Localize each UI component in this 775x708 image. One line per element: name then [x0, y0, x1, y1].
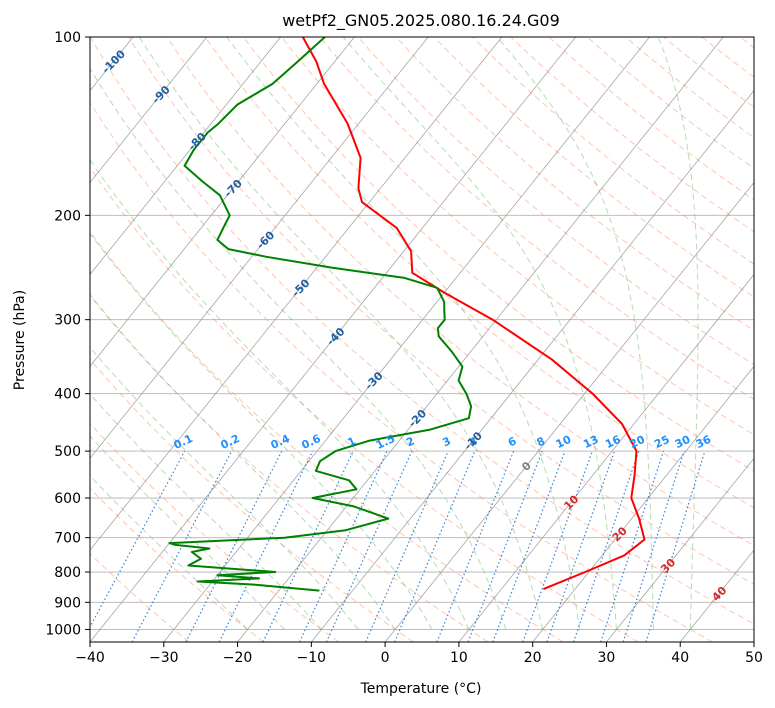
- moist-adiabat-line: [90, 67, 507, 630]
- series-layer: [168, 37, 646, 592]
- isotherm-line: [458, 273, 754, 642]
- isotherm-line: [90, 37, 503, 551]
- mixing-ratio-label: 13: [581, 433, 600, 451]
- mixing-ratio-line: [572, 450, 640, 642]
- x-tick-label: 40: [671, 650, 689, 666]
- isotherm-line: [90, 37, 208, 184]
- y-tick-label: 800: [54, 565, 81, 581]
- dry-adiabat-line: [90, 230, 564, 642]
- mixing-ratio-line: [299, 450, 388, 642]
- x-tick-label: 0: [381, 650, 390, 666]
- dry-adiabat-line: [204, 37, 754, 509]
- mixing-ratio-line: [365, 450, 449, 642]
- dry-adiabat-line: [90, 553, 190, 642]
- isotherm-line: [163, 37, 650, 642]
- isotherm-line: [90, 37, 577, 642]
- moist-adiabat-line: [90, 346, 359, 630]
- y-tick-label: 100: [54, 30, 81, 46]
- isotherm-line: [606, 457, 754, 642]
- moist-adiabat-line: [226, 37, 581, 630]
- isotherm-line: [90, 37, 355, 367]
- isotherm-line: [90, 37, 429, 459]
- dewpoint-profile-line: [168, 37, 473, 592]
- plot-frame: [89, 36, 755, 643]
- mixing-ratio-label: 30: [673, 433, 693, 451]
- dry-adiabat-line: [90, 294, 489, 642]
- tick-layer: −40 −30 −20 −10 0 10 20 30 40 50 100 200 300 400 500 60…: [45, 30, 763, 666]
- y-axis-label: Pressure (hPa): [12, 290, 28, 390]
- isotherm-line: [237, 37, 724, 642]
- isotherm-line: [384, 181, 754, 642]
- x-tick-label: 20: [524, 650, 542, 666]
- dry-adiabat-line: [90, 422, 339, 642]
- dry-adiabat-line: [357, 37, 754, 366]
- moist-adiabat-line: [496, 37, 654, 630]
- y-tick-label: 700: [54, 531, 81, 547]
- y-tick-label: 600: [54, 491, 81, 507]
- moist-adiabat-line: [90, 293, 396, 630]
- x-tick-label: 50: [745, 650, 763, 666]
- isotherm-line: [311, 90, 754, 642]
- mixing-ratio-line: [522, 450, 593, 642]
- y-tick-label: 200: [54, 208, 81, 224]
- mixing-ratio-line: [645, 450, 706, 642]
- y-tick-label: 900: [54, 595, 81, 611]
- dry-adiabat-line: [90, 166, 639, 642]
- dry-adiabat-line: [319, 37, 754, 400]
- mixing-ratio-label: 36: [694, 433, 714, 451]
- y-tick-label: 400: [54, 387, 81, 403]
- mixing-ratio-line: [394, 450, 476, 642]
- y-tick-label: 1000: [45, 622, 81, 638]
- dry-adiabat-line: [166, 37, 754, 547]
- x-tick-label: −20: [223, 650, 253, 666]
- x-tick-label: −40: [75, 650, 105, 666]
- mixing-ratio-line: [90, 450, 186, 629]
- grid-layer: [90, 37, 754, 642]
- temperature-profile-line: [301, 37, 646, 591]
- x-axis-label: Temperature (°C): [360, 681, 482, 697]
- dry-adiabat-line: [90, 101, 713, 642]
- moist-adiabat-line: [138, 37, 544, 630]
- mixing-ratio-line: [600, 450, 665, 642]
- moist-adiabat-line: [90, 159, 470, 630]
- y-tick-label: 300: [54, 313, 81, 329]
- moist-adiabat-line: [657, 37, 699, 630]
- isotherm-line: [532, 365, 754, 642]
- dry-adiabat-line: [128, 37, 754, 585]
- moist-adiabat-line: [90, 475, 248, 630]
- dry-adiabat-line: [90, 37, 754, 625]
- mixing-ratio-line: [546, 450, 616, 642]
- mixing-ratio-line: [622, 450, 685, 642]
- mixing-ratio-label: 25: [652, 433, 671, 451]
- mixing-ratio-line: [218, 450, 314, 642]
- moist-adiabat-line: [342, 37, 617, 630]
- mixing-ratio-label: 16: [603, 433, 623, 451]
- x-tick-label: −30: [149, 650, 179, 666]
- mixing-ratio-label: 20: [628, 433, 648, 451]
- chart-title: wetPf2_GN05.2025.080.16.24.G09: [282, 11, 560, 31]
- dry-adiabat-line: [395, 37, 754, 332]
- x-tick-label: 30: [598, 650, 616, 666]
- mixing-ratio-label: 10: [554, 433, 574, 451]
- moist-adiabat-line: [90, 232, 433, 630]
- mixing-ratio-line: [325, 450, 413, 642]
- x-tick-label: −10: [297, 650, 327, 666]
- y-tick-label: 500: [54, 444, 81, 460]
- x-tick-label: 10: [450, 650, 468, 666]
- isotherm-line: [90, 37, 281, 276]
